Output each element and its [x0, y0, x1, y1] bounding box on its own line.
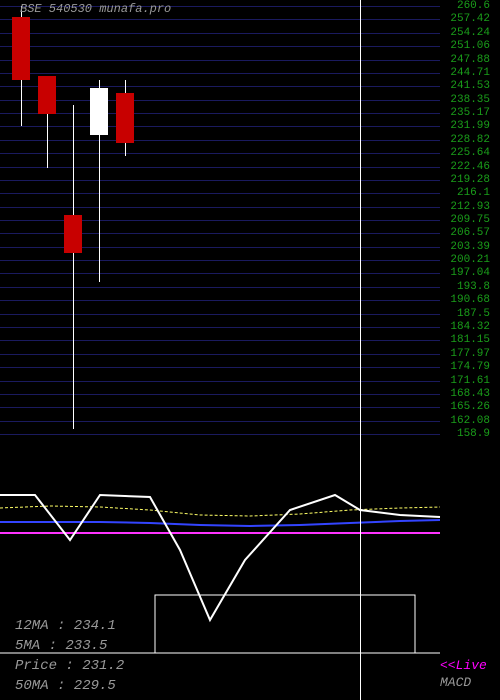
grid-line	[0, 207, 440, 208]
chart-title: BSE 540530 munafa.pro	[20, 2, 171, 16]
y-axis-label: 254.24	[440, 27, 490, 39]
indicator-line	[0, 506, 440, 516]
y-axis-label: 158.9	[440, 428, 490, 440]
price-label: Price : 231.2	[15, 658, 124, 674]
ma50-label: 50MA : 229.5	[15, 678, 116, 694]
grid-line	[0, 113, 440, 114]
grid-line	[0, 19, 440, 20]
candle-body	[12, 17, 30, 80]
y-axis-label: 200.21	[440, 254, 490, 266]
indicator-line	[0, 520, 440, 526]
chart-container: BSE 540530 munafa.pro 260.6257.42254.242…	[0, 0, 500, 700]
grid-line	[0, 381, 440, 382]
grid-line	[0, 273, 440, 274]
grid-line	[0, 46, 440, 47]
grid-line	[0, 33, 440, 34]
y-axis-label: 162.08	[440, 415, 490, 427]
ma5-label: 5MA : 233.5	[15, 638, 107, 654]
candle-body	[38, 76, 56, 114]
grid-line	[0, 354, 440, 355]
y-axis-label: 174.79	[440, 361, 490, 373]
grid-line	[0, 193, 440, 194]
y-axis-label: 197.04	[440, 267, 490, 279]
y-axis-label: 187.5	[440, 308, 490, 320]
y-axis-label: 171.61	[440, 375, 490, 387]
candle-body	[64, 215, 82, 253]
y-axis-label: 181.15	[440, 334, 490, 346]
y-axis-label: 206.57	[440, 227, 490, 239]
grid-line	[0, 153, 440, 154]
candle-body	[90, 88, 108, 134]
grid-line	[0, 126, 440, 127]
y-axis-label: 244.71	[440, 67, 490, 79]
grid-line	[0, 140, 440, 141]
y-axis-label: 238.35	[440, 94, 490, 106]
indicator-line	[0, 495, 440, 620]
grid-line	[0, 327, 440, 328]
y-axis-label: 209.75	[440, 214, 490, 226]
grid-line	[0, 180, 440, 181]
y-axis-label: 251.06	[440, 40, 490, 52]
y-axis-label: 228.82	[440, 134, 490, 146]
grid-line	[0, 60, 440, 61]
grid-line	[0, 340, 440, 341]
grid-line	[0, 86, 440, 87]
y-axis-label: 231.99	[440, 120, 490, 132]
y-axis-label: 184.32	[440, 321, 490, 333]
y-axis-label: 168.43	[440, 388, 490, 400]
y-axis-label: 260.6	[440, 0, 490, 12]
grid-line	[0, 100, 440, 101]
y-axis-label: 222.46	[440, 161, 490, 173]
ma12-label: 12MA : 234.1	[15, 618, 116, 634]
cursor-vertical-line	[360, 0, 361, 700]
grid-line	[0, 394, 440, 395]
macd-label: MACD	[440, 675, 471, 690]
y-axis-label: 219.28	[440, 174, 490, 186]
y-axis-label: 193.8	[440, 281, 490, 293]
price-chart-area: 260.6257.42 254.24251.06 247.88244.71241.5…	[0, 0, 500, 440]
grid-line	[0, 407, 440, 408]
grid-line	[0, 73, 440, 74]
live-label: <<Live	[440, 658, 487, 673]
grid-line	[0, 287, 440, 288]
candle-body	[116, 93, 134, 144]
grid-line	[0, 260, 440, 261]
y-axis-label: 235.17	[440, 107, 490, 119]
y-axis-label: 216.1	[440, 187, 490, 199]
macd-box	[155, 595, 415, 653]
grid-line	[0, 167, 440, 168]
y-axis-label: 257.42	[440, 13, 490, 25]
y-axis-label: 225.64	[440, 147, 490, 159]
y-axis-label: 203.39	[440, 241, 490, 253]
grid-line	[0, 434, 440, 435]
grid-line	[0, 314, 440, 315]
candle-wick	[73, 105, 74, 429]
grid-line	[0, 300, 440, 301]
y-axis-label: 212.93	[440, 201, 490, 213]
y-axis-label: 165.26	[440, 401, 490, 413]
grid-line	[0, 421, 440, 422]
y-axis-label: 177.97	[440, 348, 490, 360]
grid-line	[0, 367, 440, 368]
y-axis-label: 241.53	[440, 80, 490, 92]
y-axis-label: 190.68	[440, 294, 490, 306]
y-axis-label: 247.88	[440, 54, 490, 66]
